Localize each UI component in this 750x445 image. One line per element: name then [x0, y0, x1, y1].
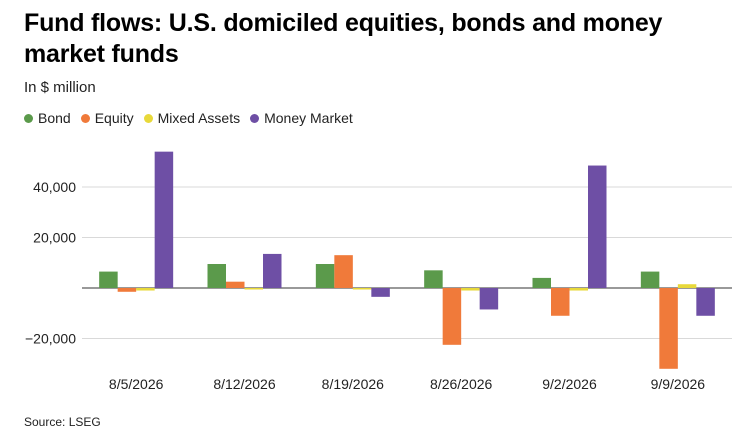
- x-tick-label: 8/12/2026: [213, 376, 275, 392]
- bar-equity: [551, 288, 570, 316]
- bar-bond: [207, 264, 226, 288]
- bar-money-market: [479, 288, 499, 310]
- bar-equity: [442, 288, 462, 345]
- legend-item: Bond: [24, 110, 71, 126]
- bar-money-market: [371, 288, 390, 297]
- bar-money-market: [154, 151, 174, 288]
- legend-swatch: [80, 113, 90, 123]
- x-tick-label: 8/19/2026: [322, 376, 384, 392]
- chart-title: Fund flows: U.S. domiciled equities, bon…: [24, 9, 663, 68]
- bar-bond: [424, 270, 443, 288]
- legend-label: Equity: [94, 110, 134, 126]
- chart-subtitle: In $ million: [24, 79, 96, 96]
- x-tick-label: 9/9/2026: [651, 376, 706, 392]
- bar-mixed-assets: [244, 288, 263, 290]
- bar-equity: [226, 281, 245, 288]
- bar-mixed-assets: [136, 288, 155, 291]
- x-tick-label: 8/26/2026: [430, 376, 492, 392]
- y-tick-label: −20,000: [25, 331, 76, 347]
- bar-money-market: [696, 288, 715, 316]
- legend-label: Money Market: [264, 110, 353, 126]
- bar-mixed-assets: [677, 284, 697, 288]
- bar-bond: [99, 271, 118, 288]
- legend-item: Mixed Assets: [143, 110, 241, 126]
- x-tick-label: 8/5/2026: [109, 376, 164, 392]
- legend-label: Bond: [38, 110, 71, 126]
- legend-item: Equity: [80, 110, 134, 126]
- bar-bond: [640, 271, 660, 288]
- bar-bond: [532, 277, 551, 288]
- bar-mixed-assets: [461, 288, 480, 291]
- bar-mixed-assets: [569, 288, 588, 291]
- bar-bond: [315, 264, 335, 288]
- bar-mixed-assets: [352, 288, 372, 290]
- y-tick-label: 20,000: [33, 230, 76, 246]
- bar-equity: [659, 288, 678, 369]
- chart-legend: Bond Equity Mixed Assets Money Market: [24, 110, 363, 126]
- legend-swatch: [250, 113, 260, 123]
- y-tick-label: 40,000: [33, 179, 76, 195]
- legend-swatch: [143, 113, 153, 123]
- legend-label: Mixed Assets: [157, 110, 241, 126]
- legend-swatch: [24, 113, 33, 123]
- legend-item: Money Market: [250, 110, 353, 126]
- bar-money-market: [263, 253, 282, 288]
- bar-money-market: [588, 165, 607, 288]
- bar-equity: [334, 255, 353, 288]
- bar-equity: [117, 288, 137, 292]
- x-tick-label: 9/2/2026: [542, 376, 597, 392]
- source-note: Source: LSEG: [24, 415, 101, 429]
